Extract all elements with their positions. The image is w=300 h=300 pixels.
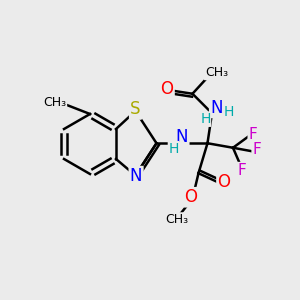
Text: N: N <box>210 99 223 117</box>
Text: H: H <box>200 112 211 126</box>
Text: N: N <box>176 128 188 146</box>
Text: CH₃: CH₃ <box>43 95 66 109</box>
Text: O: O <box>160 80 173 98</box>
Text: N: N <box>130 167 142 185</box>
Text: O: O <box>218 173 230 191</box>
Text: O: O <box>184 188 197 206</box>
Text: CH₃: CH₃ <box>205 66 228 79</box>
Text: F: F <box>238 163 246 178</box>
Text: CH₃: CH₃ <box>165 213 188 226</box>
Text: F: F <box>253 142 261 157</box>
Text: S: S <box>130 100 141 118</box>
Text: F: F <box>249 127 257 142</box>
Text: H: H <box>223 105 234 119</box>
Text: H: H <box>168 142 179 156</box>
